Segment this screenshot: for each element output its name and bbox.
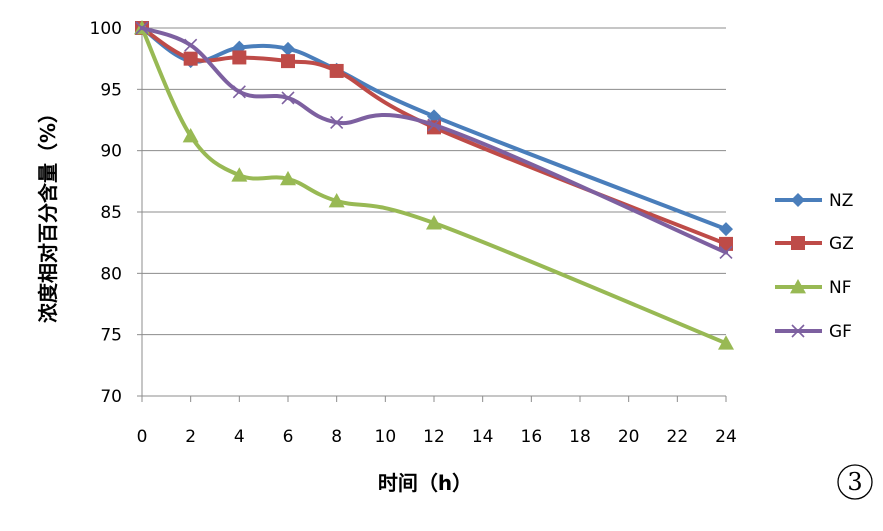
data-point [182, 127, 199, 143]
axes [137, 27, 727, 402]
series-line [140, 26, 728, 346]
y-tick-label: 80 [100, 264, 122, 284]
legend-marker [791, 324, 805, 338]
series-gf [135, 21, 733, 260]
y-tick-label: 75 [100, 326, 122, 346]
y-tick-label: 95 [100, 80, 122, 100]
data-point [719, 236, 733, 251]
x-tick-label: 14 [472, 427, 494, 447]
x-tick-label: 16 [521, 427, 543, 447]
legend-item-gz: GZ [775, 234, 854, 254]
data-point [231, 167, 248, 182]
y-tick-label: 70 [100, 387, 122, 407]
x-axis-title: 时间（h） [378, 471, 472, 495]
data-point [426, 215, 442, 230]
x-tick-label: 0 [137, 427, 148, 447]
series-lines [134, 20, 734, 350]
x-tick-label: 22 [667, 427, 689, 447]
x-tick-label: 20 [618, 427, 640, 447]
data-point [281, 54, 295, 69]
data-point [718, 335, 734, 350]
data-point [281, 41, 295, 56]
legend-label: GZ [829, 234, 854, 254]
x-tick-label: 12 [423, 427, 445, 447]
legend-item-nz: NZ [775, 191, 853, 211]
legend-marker [791, 236, 805, 250]
data-point [184, 38, 198, 52]
legend-marker [791, 193, 805, 207]
y-axis-title: 浓度相对百分含量（%） [36, 103, 60, 323]
data-point [329, 63, 344, 78]
x-tick-labels: 0 2 4 6 8 10 12 14 16 18 20 22 24 [137, 427, 737, 447]
data-point [719, 245, 733, 260]
legend-label: GF [829, 322, 852, 342]
legend-marker [790, 279, 806, 294]
legend: NZ GZ NF GF [775, 191, 854, 342]
gridlines [142, 27, 726, 336]
series-line [140, 26, 728, 255]
x-tick-label: 4 [234, 427, 245, 447]
series-nf [134, 20, 734, 350]
series-line [140, 26, 728, 246]
x-tick-label: 8 [331, 427, 342, 447]
data-point [232, 85, 246, 99]
data-point [281, 91, 295, 105]
figure-number-text: 3 [847, 468, 862, 496]
data-point [719, 222, 733, 237]
data-point [135, 21, 149, 35]
data-point [280, 170, 296, 186]
legend-label: NZ [829, 191, 853, 211]
y-tick-label: 85 [100, 203, 122, 223]
y-tick-labels: 70 75 80 85 90 95 100 [90, 19, 122, 407]
data-point [427, 118, 441, 132]
legend-label: NF [829, 278, 852, 298]
y-tick-label: 100 [90, 19, 122, 39]
x-tick-label: 10 [375, 427, 397, 447]
data-point [328, 192, 345, 208]
legend-item-nf: NF [775, 278, 852, 298]
data-point [330, 115, 344, 130]
x-tick-label: 6 [283, 427, 294, 447]
data-point [183, 51, 198, 66]
y-tick-label: 90 [100, 142, 122, 162]
data-point [427, 109, 441, 124]
figure-number-marker: 3 [837, 464, 873, 500]
x-tick-label: 24 [715, 427, 737, 447]
x-tick-label: 2 [185, 427, 196, 447]
data-point [232, 50, 247, 65]
x-tick-label: 18 [569, 427, 591, 447]
legend-item-gf: GF [775, 322, 852, 342]
